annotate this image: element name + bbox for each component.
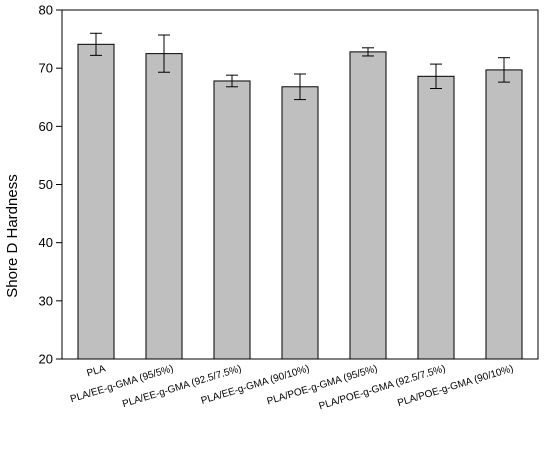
x-tick-label: PLA/POE-g-GMA (92.5/7.5%) [318,363,447,412]
error-bar [362,47,374,57]
y-tick-label: 30 [39,293,53,308]
x-tick-label: PLA/EE-g-GMA (92.5/7.5%) [121,363,243,410]
error-bar [430,63,442,90]
x-tick-label: PLA [86,363,108,379]
y-axis-title: Shore D Hardness [4,174,21,297]
x-tick-label: PLA/POE-g-GMA (90/10%) [396,363,515,409]
y-tick-label: 80 [39,3,53,18]
bar [77,43,115,360]
y-tick-label: 50 [39,177,53,192]
y-tick-label: 40 [39,235,53,250]
error-bars [90,32,510,101]
error-bar [498,57,510,83]
y-axis: 20 30 40 50 60 70 80 [39,3,62,367]
error-bar [158,34,170,73]
y-tick-label: 20 [39,352,53,367]
y-tick-label: 60 [39,119,53,134]
bar [485,69,523,360]
bar [213,80,251,360]
bar [417,75,455,360]
y-tick-label: 70 [39,61,53,76]
bar [281,86,319,360]
bar [349,51,387,360]
error-bar [90,32,102,56]
bars [77,43,523,360]
error-bar [226,74,238,88]
error-bar [294,73,306,101]
bar [145,53,183,360]
